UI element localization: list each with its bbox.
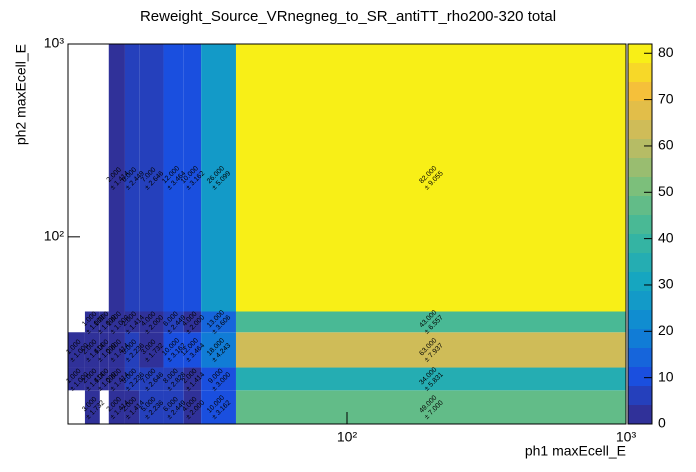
cell — [163, 390, 184, 424]
cell — [183, 332, 202, 368]
z-tick-label: 50 — [658, 183, 674, 199]
chart-title: Reweight_Source_VRnegneg_to_SR_antiTT_rh… — [140, 8, 556, 25]
cell — [163, 367, 184, 391]
cell — [99, 367, 109, 391]
z-tick-label: 80 — [658, 44, 674, 60]
colorbar-band — [628, 234, 652, 253]
colorbar-band — [628, 329, 652, 348]
cell — [235, 311, 626, 333]
colorbar-band — [628, 272, 652, 291]
colorbar-band — [628, 82, 652, 101]
cell — [139, 390, 164, 424]
cell — [163, 332, 184, 368]
colorbar-band — [628, 348, 652, 367]
cell — [108, 44, 125, 312]
cell — [163, 44, 184, 312]
colorbar-band — [628, 63, 652, 82]
cell — [183, 311, 202, 333]
y-tick-label: 10³ — [44, 35, 65, 51]
cell — [201, 390, 236, 424]
cell — [201, 44, 236, 312]
cell — [235, 367, 626, 391]
cell — [84, 390, 100, 424]
cell — [124, 44, 140, 312]
cell — [84, 367, 100, 391]
cell — [201, 311, 236, 333]
cell — [99, 332, 109, 368]
cell — [68, 332, 85, 368]
cell — [139, 44, 164, 312]
cell-label: 3.000± 1.732 — [81, 396, 106, 421]
cell — [124, 367, 140, 391]
z-tick-label: 0 — [658, 415, 666, 431]
cell — [124, 390, 140, 424]
colorbar-band — [628, 367, 652, 386]
colorbar-band — [628, 196, 652, 215]
cell — [139, 367, 164, 391]
cell — [99, 311, 109, 333]
cell — [235, 44, 626, 312]
colorbar-band — [628, 310, 652, 329]
colorbar-band — [628, 158, 652, 177]
z-tick-label: 40 — [658, 229, 674, 245]
cell — [124, 332, 140, 368]
z-tick-label: 20 — [658, 322, 674, 338]
cell — [201, 367, 236, 391]
cell — [84, 332, 100, 368]
cell — [235, 390, 626, 424]
colorbar-band — [628, 215, 652, 234]
z-tick-label: 60 — [658, 137, 674, 153]
cell — [108, 332, 125, 368]
cell — [235, 332, 626, 368]
y-tick-label: 10² — [44, 228, 65, 244]
cell — [201, 332, 236, 368]
cell — [124, 311, 140, 333]
cell — [108, 311, 125, 333]
colorbar-band — [628, 386, 652, 405]
colorbar-band — [628, 177, 652, 196]
colorbar-frame — [627, 43, 653, 425]
x-axis-label: ph1 maxEcell_E — [525, 443, 626, 459]
cell — [108, 367, 125, 391]
x-tick-label: 10³ — [616, 429, 637, 445]
cell — [163, 311, 184, 333]
cell — [108, 390, 125, 424]
colorbar-band — [628, 405, 652, 424]
colorbar-band — [628, 253, 652, 272]
cell — [183, 44, 202, 312]
colorbar-band — [628, 44, 652, 63]
z-tick-label: 70 — [658, 90, 674, 106]
cell — [84, 311, 100, 333]
cell — [183, 367, 202, 391]
colorbar-band — [628, 120, 652, 139]
colorbar-band — [628, 291, 652, 310]
cell — [139, 332, 164, 368]
cell — [68, 367, 85, 391]
z-tick-label: 30 — [658, 276, 674, 292]
colorbar-band — [628, 139, 652, 158]
y-axis-label: ph2 maxEcell_E — [13, 44, 29, 145]
x-tick-label: 10² — [337, 429, 358, 445]
cell — [139, 311, 164, 333]
z-tick-label: 10 — [658, 368, 674, 384]
cell — [183, 390, 202, 424]
colorbar-band — [628, 101, 652, 120]
